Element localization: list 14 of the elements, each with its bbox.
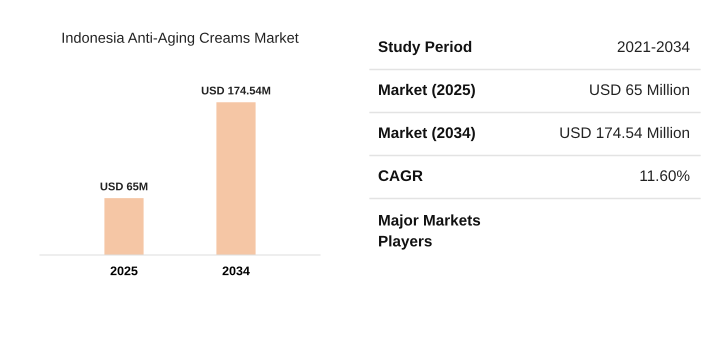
category-label: CAGR <box>378 170 423 182</box>
data-label: USD 174.54M <box>202 86 270 94</box>
category-label: Market (2034) <box>379 126 475 142</box>
chart-title: Indonesia Anti-Aging Creams Market <box>62 32 299 46</box>
data-label: USD 65M <box>100 182 148 190</box>
x-tick-label: 2025 <box>110 266 138 276</box>
text: 2021-2034 <box>618 41 690 52</box>
text: USD 174.54 Million <box>560 126 690 138</box>
category-label: Major Markets Players <box>379 214 480 250</box>
text: 11.60% <box>640 170 690 182</box>
text: USD 65 Million <box>590 84 690 96</box>
x-tick-label: 2034 <box>222 266 250 276</box>
category-label: Study Period <box>378 40 472 56</box>
category-label: Market (2025) <box>379 84 475 98</box>
